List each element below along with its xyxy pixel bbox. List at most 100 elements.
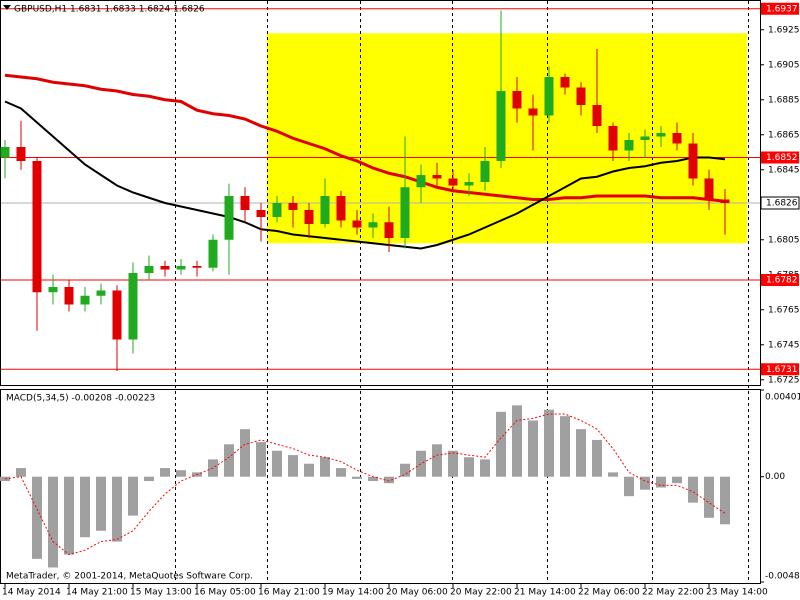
level-label-box <box>761 274 799 286</box>
candle-body <box>80 295 90 305</box>
candle-body <box>512 91 522 109</box>
macd-bar <box>320 457 330 477</box>
macd-bar <box>288 455 298 477</box>
macd-bar <box>464 457 474 477</box>
candle-body <box>656 133 666 137</box>
macd-bar <box>160 468 170 477</box>
candle-body <box>640 136 650 140</box>
macd-bar <box>240 429 250 477</box>
candle-body <box>720 199 730 203</box>
x-tick-label: 19 May 14:00 <box>322 588 384 598</box>
candle-body <box>688 143 698 179</box>
candle-body <box>96 290 106 296</box>
candle-body <box>176 266 186 270</box>
macd-bar <box>704 476 714 518</box>
macd-bar <box>544 409 554 477</box>
menu-arrow[interactable] <box>3 5 11 10</box>
candle-body <box>128 273 138 340</box>
macd-bar <box>480 459 490 477</box>
indicator-title: MACD(5,34,5) -0.00208 -0.00223 <box>6 394 155 404</box>
candle-body <box>544 77 554 116</box>
x-tick-label: 21 May 14:00 <box>514 588 576 598</box>
candle-body <box>384 222 394 238</box>
macd-bar <box>352 476 362 479</box>
macd-bar <box>560 416 570 477</box>
candle-body <box>240 196 250 210</box>
x-tick-label: 22 May 06:00 <box>578 588 640 598</box>
x-tick-label: 20 May 22:00 <box>450 588 512 598</box>
x-tick-label: 15 May 13:00 <box>130 588 192 598</box>
macd-bar <box>304 463 314 477</box>
y-tick-label: 1.6725 <box>768 375 800 385</box>
candle-body <box>64 287 74 305</box>
y-tick-label: 1.6925 <box>768 25 800 35</box>
x-tick-label: 23 May 14:00 <box>706 588 768 598</box>
candle-body <box>592 105 602 126</box>
candle-body <box>576 87 586 105</box>
macd-bar <box>496 411 506 477</box>
macd-bar <box>528 420 538 477</box>
candle-body <box>352 220 362 228</box>
current-price-label: 1.6826 <box>766 199 798 209</box>
macd-panel <box>0 389 761 584</box>
y-tick-label: 1.6765 <box>768 305 800 315</box>
macd-bar <box>208 459 218 477</box>
main-panel <box>0 0 761 386</box>
candle-body <box>336 196 346 221</box>
candle-body <box>288 203 298 210</box>
candle-body <box>560 77 570 88</box>
level-label-box <box>761 151 799 164</box>
candle-body <box>160 266 170 270</box>
macd-bar <box>336 468 346 477</box>
y-tick-label: 1.6885 <box>768 95 800 105</box>
macd-bar <box>720 476 730 525</box>
macd-bar <box>96 476 106 531</box>
level-label: 1.6782 <box>766 276 798 286</box>
highlight-zone <box>267 33 747 244</box>
macd-bar <box>624 476 634 497</box>
macd-bar <box>416 450 426 477</box>
macd-bar <box>80 476 90 538</box>
y-tick-label: 1.6745 <box>768 340 800 350</box>
current-price-box <box>760 196 800 210</box>
level-label-box <box>761 2 799 15</box>
candle-body <box>608 126 618 151</box>
macd-bar <box>672 476 682 484</box>
candle-body <box>480 161 490 182</box>
candle-body <box>624 140 634 151</box>
candle-body <box>416 175 426 188</box>
candle-body <box>16 147 26 161</box>
x-tick-label: 16 May 05:00 <box>194 588 256 598</box>
macd-bar <box>592 439 602 477</box>
candle-body <box>208 239 218 268</box>
moving-average <box>4 73 726 203</box>
moving-average <box>4 100 726 250</box>
macd-bar <box>48 476 58 568</box>
macd-bar <box>272 450 282 477</box>
macd-bar <box>432 444 442 477</box>
macd-bar <box>144 476 154 482</box>
x-tick-label: 14 May 2014 <box>2 588 61 598</box>
candle-body <box>704 178 714 200</box>
candle-body <box>432 175 442 179</box>
candle-body <box>112 290 122 340</box>
x-tick-label: 22 May 22:00 <box>642 588 704 598</box>
copyright: MetaTrader, © 2001-2014, MetaQuotes Soft… <box>6 572 253 582</box>
candle-body <box>224 196 234 240</box>
macd-bar <box>176 470 186 477</box>
macd-bar <box>384 476 394 484</box>
level-label: 1.6852 <box>766 153 798 163</box>
x-tick-label: 14 May 21:00 <box>66 588 128 598</box>
candle-body <box>672 133 682 144</box>
macd-bar <box>640 476 650 490</box>
candle-body <box>304 210 314 224</box>
chart-title: GBPUSD,H1 1.6831 1.6833 1.6824 1.6826 <box>14 5 205 15</box>
macd-bar <box>256 442 266 477</box>
candle-body <box>0 147 10 158</box>
candle-body <box>320 196 330 224</box>
y-tick-label: 1.6845 <box>768 165 800 175</box>
macd-bar <box>576 429 586 477</box>
candle-body <box>448 178 458 186</box>
